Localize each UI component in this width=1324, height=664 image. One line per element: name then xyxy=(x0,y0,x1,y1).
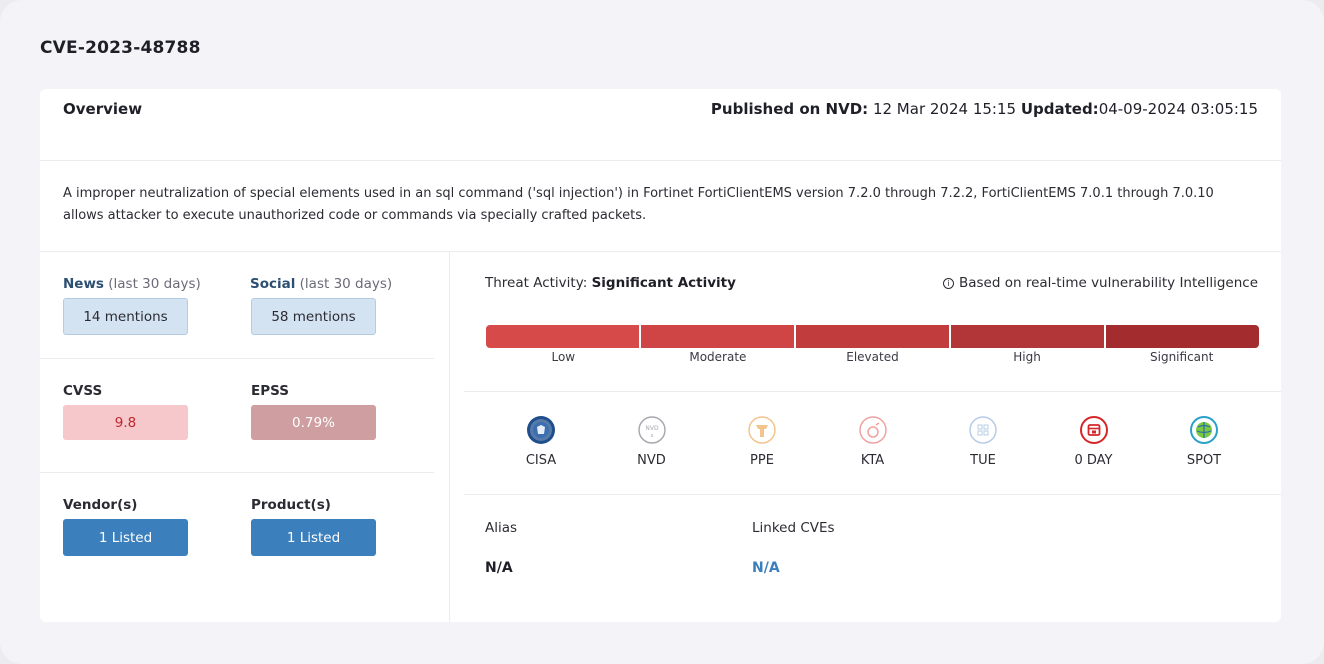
source-kta[interactable]: KTA xyxy=(818,415,928,468)
divider xyxy=(40,358,434,359)
overview-label: Overview xyxy=(63,100,143,118)
threat-scale-segment-high xyxy=(951,325,1104,348)
published-label: Published on NVD: xyxy=(710,100,869,118)
source-0-day[interactable]: 0 DAY xyxy=(1039,415,1149,468)
published-date: 12 Mar 2024 15:15 xyxy=(868,100,1021,118)
threat-scale-label: Elevated xyxy=(846,350,899,364)
source-label: PPE xyxy=(750,453,774,468)
threat-scale-labels: Low Moderate Elevated High Significant xyxy=(486,350,1259,364)
source-ppe[interactable]: PPE xyxy=(707,415,817,468)
svg-text:x: x xyxy=(650,433,653,439)
linked-cves-value[interactable]: N/A xyxy=(752,560,780,576)
threat-scale-label: High xyxy=(1013,350,1041,364)
products-label: Product(s) xyxy=(251,497,331,513)
source-label: SPOT xyxy=(1186,453,1222,468)
cvss-score-badge: 9.8 xyxy=(63,405,188,440)
news-mentions-badge[interactable]: 14 mentions xyxy=(63,298,188,335)
alias-value: N/A xyxy=(485,560,513,576)
epss-score-badge: 0.79% xyxy=(251,405,376,440)
cisa-seal-icon xyxy=(526,415,556,445)
vendors-listed-button[interactable]: 1 Listed xyxy=(63,519,188,556)
overview-header: Overview Published on NVD: 12 Mar 2024 1… xyxy=(40,89,1281,161)
divider xyxy=(464,494,1281,495)
alias-label: Alias xyxy=(485,520,518,536)
epss-label: EPSS xyxy=(251,383,289,399)
spot-globe-icon xyxy=(1189,415,1219,445)
source-cisa[interactable]: CISA xyxy=(486,415,596,468)
social-mentions-badge[interactable]: 58 mentions xyxy=(251,298,376,335)
intelligence-note: i Based on real-time vulnerability Intell… xyxy=(942,275,1258,291)
divider xyxy=(40,472,434,473)
kta-icon xyxy=(858,415,888,445)
divider xyxy=(464,391,1281,392)
threat-scale-segment-elevated xyxy=(796,325,949,348)
updated-label: Updated: xyxy=(1020,100,1099,118)
nvd-icon: NVD x xyxy=(637,415,667,445)
source-label: NVD xyxy=(637,453,666,468)
overview-card: Overview Published on NVD: 12 Mar 2024 1… xyxy=(40,89,1281,622)
source-label: CISA xyxy=(525,453,557,468)
threat-activity-label: Threat Activity: Significant Activity xyxy=(485,275,736,291)
news-label: News (last 30 days) xyxy=(63,276,201,292)
threat-scale-label: Significant xyxy=(1150,350,1214,364)
tue-icon xyxy=(968,415,998,445)
threat-scale-segment-moderate xyxy=(641,325,794,348)
source-spot[interactable]: SPOT xyxy=(1149,415,1259,468)
source-indicators: CISA NVD x NVD PPE KTA TUE 0 DAY SPOT xyxy=(486,415,1259,468)
ppe-icon xyxy=(747,415,777,445)
threat-scale-segment-significant xyxy=(1106,325,1259,348)
threat-level: Significant Activity xyxy=(591,275,736,291)
cve-description: A improper neutralization of special ele… xyxy=(63,186,1214,223)
column-divider xyxy=(449,252,450,622)
divider xyxy=(40,251,1281,252)
linked-cves-label: Linked CVEs xyxy=(752,520,835,536)
cve-title: CVE-2023-48788 xyxy=(40,38,201,58)
source-label: TUE xyxy=(970,453,996,468)
social-label: Social (last 30 days) xyxy=(250,276,393,292)
source-nvd[interactable]: NVD x NVD xyxy=(597,415,707,468)
cvss-label: CVSS xyxy=(63,383,103,399)
published-info: Published on NVD: 12 Mar 2024 15:15 Upda… xyxy=(711,100,1258,118)
threat-scale-label: Low xyxy=(551,350,576,364)
svg-text:NVD: NVD xyxy=(645,425,659,432)
updated-date: 04-09-2024 03:05:15 xyxy=(1098,100,1258,118)
threat-scale-segment-low xyxy=(486,325,639,348)
vendors-label: Vendor(s) xyxy=(63,497,138,513)
source-tue[interactable]: TUE xyxy=(928,415,1038,468)
info-icon: i xyxy=(942,278,954,289)
source-label: 0 DAY xyxy=(1074,453,1113,468)
zero-day-calendar-icon xyxy=(1079,415,1109,445)
threat-scale-label: Moderate xyxy=(689,350,747,364)
threat-scale-bar xyxy=(486,325,1259,348)
source-label: KTA xyxy=(860,453,885,468)
products-listed-button[interactable]: 1 Listed xyxy=(251,519,376,556)
